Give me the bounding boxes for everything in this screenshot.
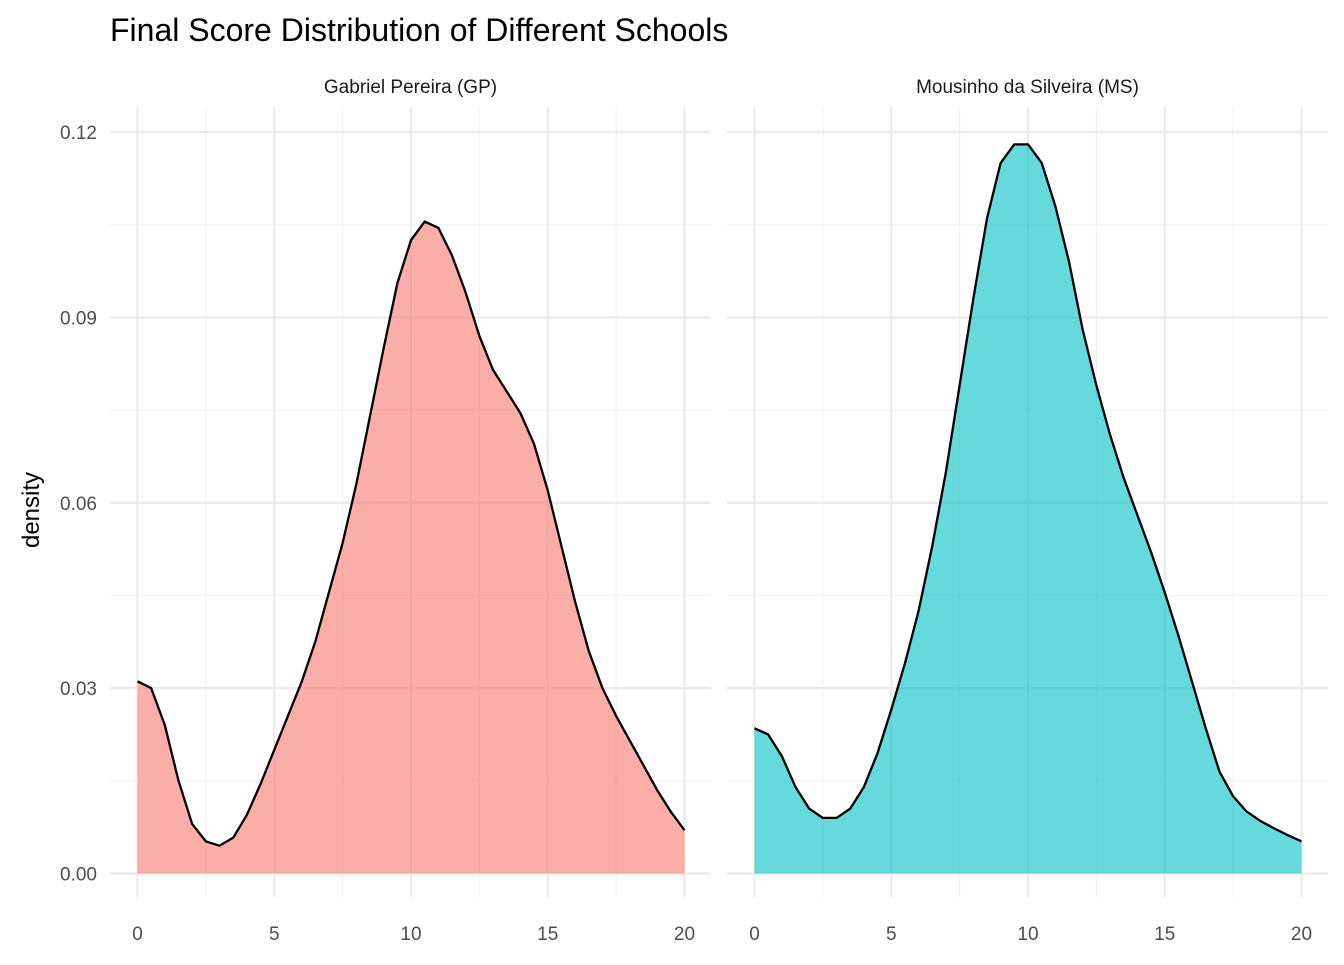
facet-panel: Gabriel Pereira (GP) 0 5 10 15 20 <box>110 77 711 945</box>
x-tick-label: 0 <box>132 924 143 945</box>
y-tick-label: 0.09 <box>60 308 97 329</box>
facet-panel: Mousinho da Silveira (MS) 0 5 10 15 20 <box>727 77 1328 945</box>
x-tick-label: 20 <box>674 924 695 945</box>
facet-strip-label: Gabriel Pereira (GP) <box>324 77 497 98</box>
y-tick-label: 0.06 <box>60 494 97 515</box>
y-tick-label: 0.03 <box>60 679 97 700</box>
facet-strip-label: Mousinho da Silveira (MS) <box>916 77 1139 98</box>
chart-title: Final Score Distribution of Different Sc… <box>110 12 728 48</box>
density-area <box>137 221 685 874</box>
x-tick-label: 10 <box>1017 924 1038 945</box>
x-tick-label: 15 <box>1154 924 1175 945</box>
x-tick-label: 0 <box>749 924 760 945</box>
x-tick-label: 15 <box>537 924 558 945</box>
panels-layer: 0.00 0.03 0.06 0.09 0.12 Gabriel Pereira (GP)… <box>60 77 1328 945</box>
density-area <box>754 144 1302 874</box>
density-curve <box>136 220 686 847</box>
x-tick-label: 5 <box>269 924 280 945</box>
x-tick-label: 20 <box>1291 924 1312 945</box>
y-tick-label: 0.00 <box>60 865 97 886</box>
density-curve <box>754 143 1302 843</box>
y-axis-label: density <box>18 472 45 548</box>
x-tick-label: 10 <box>400 924 421 945</box>
y-tick-label: 0.12 <box>60 123 97 144</box>
x-tick-label: 5 <box>886 924 897 945</box>
